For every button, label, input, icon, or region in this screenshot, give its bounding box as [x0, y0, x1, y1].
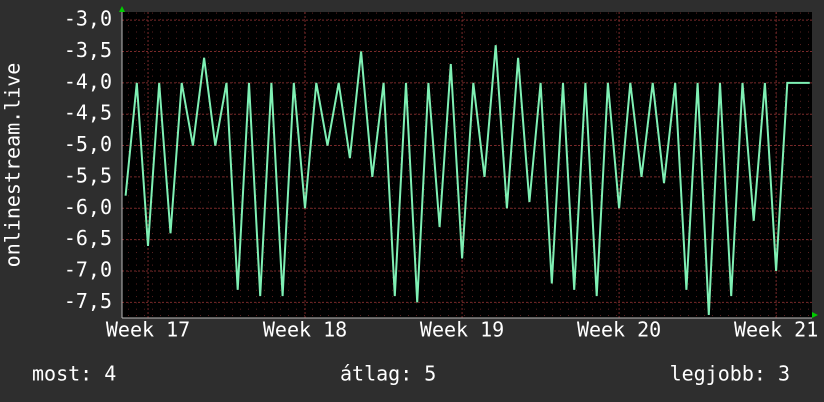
y-tick-label: -6,0 [64, 195, 112, 219]
y-axis-label: onlinestream.live [1, 63, 25, 268]
x-tick-label: Week 18 [263, 318, 347, 342]
footer-stat: legjobb: 3 [670, 362, 790, 386]
y-tick-label: -5,0 [64, 132, 112, 156]
x-tick-label: Week 21 [734, 318, 818, 342]
x-tick-label: Week 17 [106, 318, 190, 342]
footer-stat: most: 4 [32, 362, 116, 386]
y-tick-label: -5,5 [64, 163, 112, 187]
y-tick-label: -4,0 [64, 69, 112, 93]
y-tick-label: -7,5 [64, 289, 112, 313]
y-tick-label: -3,0 [64, 7, 112, 31]
y-tick-label: -3,5 [64, 38, 112, 62]
x-tick-label: Week 20 [577, 318, 661, 342]
y-tick-label: -6,5 [64, 226, 112, 250]
y-tick-label: -7,0 [64, 257, 112, 281]
footer-stat: átlag: 5 [340, 362, 436, 386]
axis-arrow [812, 312, 818, 318]
minor-grid [122, 12, 812, 318]
x-tick-label: Week 19 [420, 318, 504, 342]
axis-arrow [119, 6, 125, 12]
data-line [124, 45, 810, 315]
y-tick-label: -4,5 [64, 101, 112, 125]
